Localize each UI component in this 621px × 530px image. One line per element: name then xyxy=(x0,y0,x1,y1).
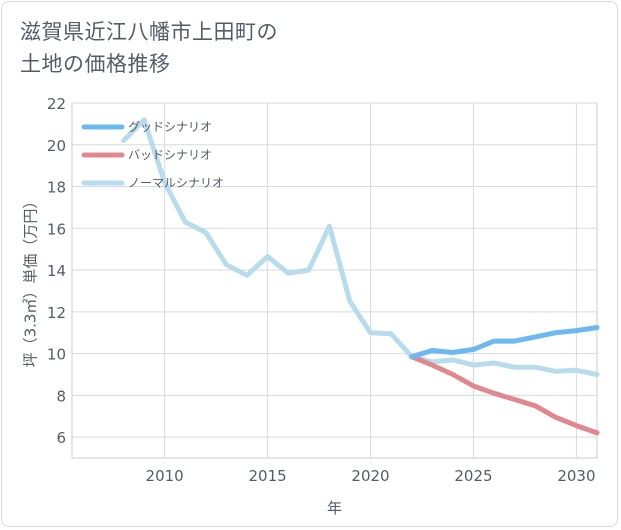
y-tick-label: 6 xyxy=(56,429,66,447)
y-tick-label: 18 xyxy=(47,179,66,197)
chart-title: 滋賀県近江八幡市上田町の 土地の価格推移 xyxy=(20,16,440,80)
series-line-2 xyxy=(121,117,600,377)
chart-title-line-1: 滋賀県近江八幡市上田町の xyxy=(20,20,278,44)
legend-label: グッドシナリオ xyxy=(128,120,212,134)
y-axis-label: 坪（3.3㎡）単価（万円） xyxy=(22,194,40,368)
y-tick-label: 16 xyxy=(47,220,66,238)
y-tick-label: 22 xyxy=(47,95,66,113)
y-tick-label: 10 xyxy=(47,346,66,364)
y-tick-label: 8 xyxy=(56,387,66,405)
y-tick-label: 12 xyxy=(47,304,66,322)
x-tick-label: 2015 xyxy=(248,467,286,485)
x-tick-label: 2010 xyxy=(146,467,184,485)
y-tick-label: 20 xyxy=(47,137,66,155)
tick-labels: 6 8 10 12 14 16 18 20 22 2010 2015 2020 2025 2030 xyxy=(47,95,596,485)
chart-title-line-2: 土地の価格推移 xyxy=(20,52,171,76)
series-lines xyxy=(121,117,600,436)
legend-label: バッドシナリオ xyxy=(128,148,212,162)
x-tick-label: 2020 xyxy=(351,467,389,485)
x-axis-label: 年 xyxy=(327,499,342,517)
y-tick-label: 14 xyxy=(47,262,66,280)
legend-label: ノーマルシナリオ xyxy=(128,176,224,190)
series-line-0 xyxy=(409,325,600,360)
x-tick-label: 2030 xyxy=(557,467,595,485)
x-tick-label: 2025 xyxy=(454,467,492,485)
series-line-1 xyxy=(409,354,600,436)
